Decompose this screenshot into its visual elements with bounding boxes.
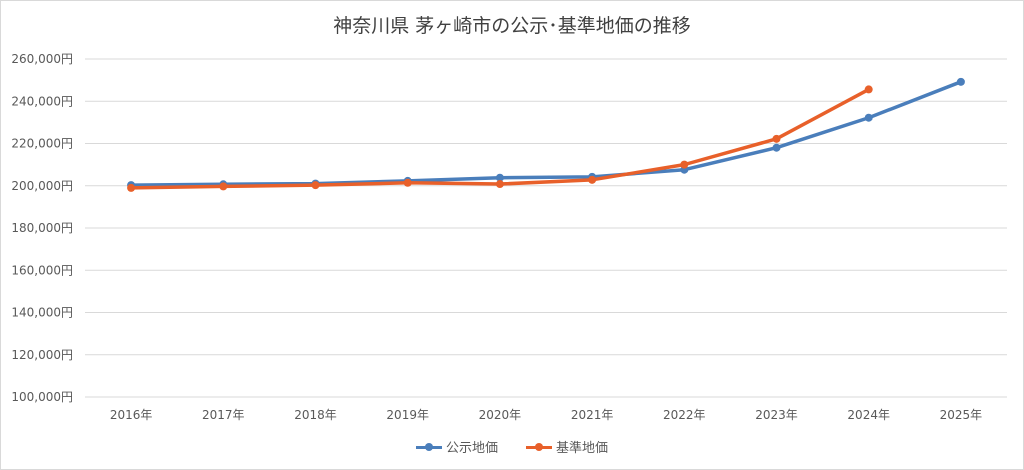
data-point-kijun (495, 180, 504, 189)
data-point-kijun (864, 85, 873, 94)
y-tick-label: 180,000円 (11, 221, 73, 235)
x-tick-label: 2018年 (294, 408, 337, 422)
x-tick-label: 2024年 (847, 408, 890, 422)
data-point-kijun (311, 181, 320, 190)
x-tick-label: 2023年 (755, 408, 798, 422)
x-tick-label: 2022年 (663, 408, 706, 422)
data-point-koji (772, 143, 781, 152)
legend-item-koji: 公示地価 (415, 437, 498, 456)
x-tick-label: 2019年 (386, 408, 429, 422)
y-tick-label: 240,000円 (11, 94, 73, 108)
y-tick-label: 120,000円 (11, 348, 73, 362)
legend-marker-koji (415, 442, 442, 452)
series-line-kijun (129, 87, 871, 190)
legend-item-kijun: 基準地価 (526, 437, 608, 456)
chart-title: 神奈川県 茅ヶ崎市の公示･基準地価の推移 (333, 15, 691, 37)
y-tick-label: 260,000円 (11, 52, 73, 66)
data-point-kijun (772, 134, 781, 143)
data-point-koji (495, 173, 504, 182)
x-tick-label: 2020年 (479, 408, 522, 422)
data-point-kijun (403, 178, 412, 187)
y-tick-label: 160,000円 (11, 263, 73, 277)
y-tick-label: 140,000円 (11, 306, 73, 320)
data-point-kijun (127, 183, 136, 192)
legend-label-koji: 公示地価 (445, 441, 498, 456)
y-tick-label: 200,000円 (11, 179, 73, 193)
legend-marker-kijun (526, 442, 552, 452)
x-tick-label: 2017年 (202, 408, 245, 422)
y-tick-label: 100,000円 (11, 390, 73, 404)
data-point-koji (956, 77, 965, 86)
data-point-kijun (680, 160, 689, 169)
y-tick-label: 220,000円 (11, 137, 73, 151)
x-tick-label: 2025年 (940, 408, 983, 422)
legend-label-kijun: 基準地価 (556, 441, 609, 456)
data-point-koji (864, 113, 873, 122)
x-tick-label: 2021年 (571, 408, 614, 422)
data-point-kijun (219, 182, 228, 191)
series-line-koji (129, 80, 963, 187)
legend: 公示地価 基準地価 (1, 437, 1023, 456)
x-tick-label: 2016年 (110, 408, 153, 422)
data-point-kijun (588, 175, 597, 184)
